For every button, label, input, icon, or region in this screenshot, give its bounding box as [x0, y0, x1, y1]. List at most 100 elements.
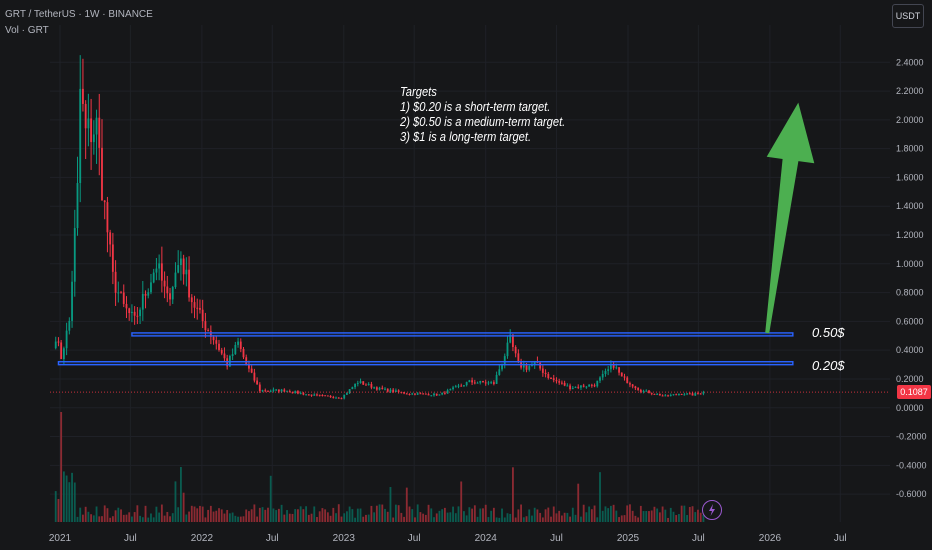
volume-bar: [405, 487, 408, 522]
candle-body: [414, 393, 416, 395]
volume-bar: [609, 505, 612, 522]
volume-bar: [517, 509, 520, 522]
candle-body: [351, 387, 354, 390]
volume-bar: [634, 515, 637, 522]
target-zones: [57, 332, 794, 366]
volume-bar: [242, 516, 245, 522]
volume-bar: [313, 506, 316, 522]
volume-bar: [136, 505, 139, 522]
candle-body: [288, 391, 291, 393]
flash-icon[interactable]: [702, 500, 722, 520]
volume-bar: [239, 516, 242, 522]
candle-body: [62, 348, 65, 360]
candle-body: [525, 365, 528, 370]
volume-bar: [163, 515, 166, 522]
candle-body: [433, 393, 435, 396]
candle-body: [656, 393, 659, 395]
candle-body: [482, 380, 484, 383]
candle-body: [340, 398, 343, 400]
candle-body: [604, 370, 607, 374]
candle-body: [378, 387, 381, 390]
candle-body: [79, 88, 82, 184]
candle-body: [416, 393, 419, 395]
candle-body: [267, 390, 269, 392]
candle-body: [82, 88, 84, 104]
volume-bar: [370, 505, 373, 522]
volume-bar: [588, 506, 591, 522]
volume-bar: [193, 506, 196, 522]
candle-body: [490, 382, 493, 384]
candle-body: [661, 395, 664, 397]
candle-body: [468, 380, 471, 383]
volume-bar: [424, 514, 427, 522]
x-tick-label: Jul: [124, 533, 137, 544]
volume-bar: [367, 514, 370, 522]
candle-body: [302, 393, 305, 395]
candle-body: [438, 394, 441, 396]
volume-bar: [76, 516, 79, 522]
volume-bar: [525, 516, 528, 522]
candle-body: [277, 389, 280, 392]
volume-bar: [375, 505, 378, 522]
y-axis[interactable]: 2.4000 2.2000 2.0000 1.8000 1.6000 1.4000 1.20…: [896, 57, 927, 499]
candle-body: [179, 258, 182, 266]
candle-body: [120, 292, 122, 294]
volume-bar: [699, 512, 702, 522]
candle-body: [359, 381, 362, 383]
currency-button[interactable]: USDT: [892, 4, 924, 28]
target-zone[interactable]: [131, 332, 794, 337]
candle-body: [160, 263, 163, 281]
candle-body: [231, 354, 234, 357]
volume-bar: [103, 505, 106, 522]
volume-bar: [560, 515, 563, 522]
volume-bar: [384, 508, 386, 522]
volume-bar: [550, 516, 552, 522]
candle-body: [152, 272, 155, 283]
candle-body: [310, 394, 313, 396]
candle-body: [313, 394, 316, 396]
candle-body: [163, 280, 166, 287]
candle-body: [601, 373, 604, 378]
volume-indicator-label: Vol · GRT: [5, 25, 49, 36]
volume-bar: [267, 507, 269, 522]
candle-body: [609, 364, 612, 370]
green-up-arrow[interactable]: [765, 102, 815, 334]
target-2: 2) $0.50 is a medium-term target.: [400, 114, 566, 129]
volume-bar: [321, 508, 324, 522]
candle-body: [512, 334, 514, 347]
candle-body: [629, 383, 631, 385]
targets-note: Targets 1) $0.20 is a short-term target.…: [400, 84, 565, 144]
candle-body: [694, 393, 697, 396]
volume-bar: [365, 514, 367, 522]
candle-body: [457, 385, 460, 387]
candle-body: [642, 390, 645, 392]
target-zone[interactable]: [57, 360, 794, 366]
candle-body: [316, 394, 318, 396]
candle-body: [356, 382, 359, 384]
candle-body: [234, 344, 237, 355]
candle-body: [269, 390, 272, 392]
candle-body: [558, 381, 561, 383]
candle-body: [60, 342, 63, 360]
candle-body: [141, 293, 144, 310]
volume-bar: [678, 514, 680, 522]
candle-body: [669, 394, 672, 396]
volume-bar: [272, 508, 275, 522]
volume-bar: [414, 517, 416, 522]
candle-body: [122, 292, 125, 304]
candle-body: [555, 380, 558, 382]
volume-bar: [275, 510, 278, 522]
volume-bar: [623, 515, 626, 522]
volume-bar: [131, 516, 133, 522]
volume-bar: [397, 505, 400, 522]
candle-body: [384, 388, 386, 390]
candle-body: [190, 297, 193, 303]
candle-body: [691, 393, 694, 396]
volume-bar: [253, 504, 256, 522]
volume-bar: [307, 514, 310, 522]
volume-bar: [68, 482, 71, 522]
volume-bar: [190, 505, 193, 522]
x-axis[interactable]: 2021 Jul 2022 Jul 2023 Jul 2024 Jul 2025 Jul 2026 J…: [49, 533, 847, 544]
candle-body: [283, 389, 286, 392]
